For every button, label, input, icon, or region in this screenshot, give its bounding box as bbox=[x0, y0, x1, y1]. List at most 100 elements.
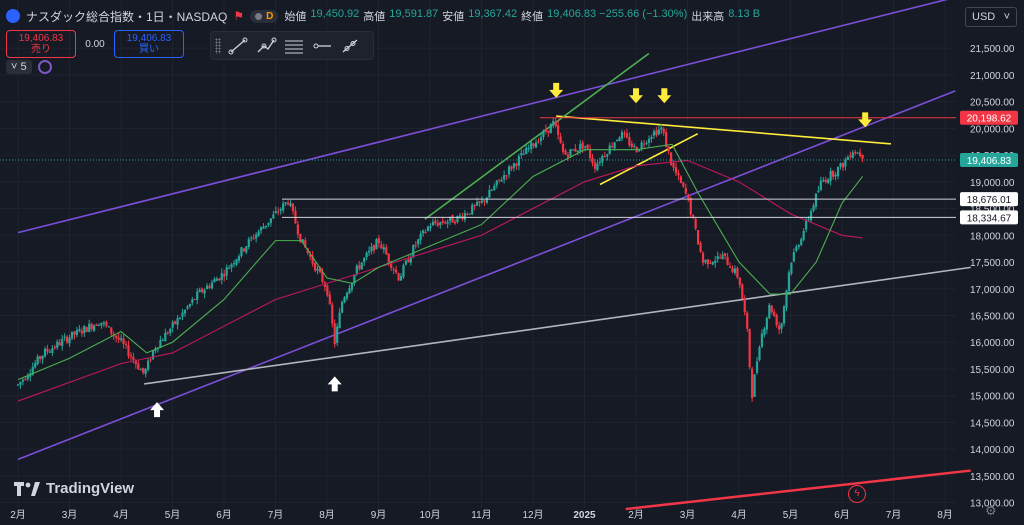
candle-body bbox=[500, 180, 503, 182]
y-tick-label: 20,000.00 bbox=[970, 124, 1015, 135]
candle-body bbox=[527, 148, 530, 150]
candle-body bbox=[382, 247, 385, 250]
candle-body bbox=[365, 252, 368, 258]
candle-body bbox=[417, 239, 420, 245]
gear-icon[interactable]: ⚙ bbox=[985, 503, 997, 518]
candle-body bbox=[802, 231, 805, 240]
y-tick-label: 19,000.00 bbox=[970, 178, 1015, 189]
candle-body bbox=[704, 259, 707, 263]
candle-body bbox=[755, 361, 759, 373]
candle-body bbox=[787, 272, 791, 291]
candle-body bbox=[785, 290, 788, 308]
candle-body bbox=[812, 205, 815, 211]
symbol-title[interactable]: ナスダック総合指数・1日・NASDAQ bbox=[26, 9, 228, 24]
candle-body bbox=[178, 318, 182, 320]
candle-body bbox=[706, 259, 710, 265]
candle-body bbox=[58, 342, 61, 346]
price-tag-label: 19,406.83 bbox=[967, 156, 1012, 167]
trendline-tool-icon[interactable] bbox=[227, 36, 249, 56]
candle-body bbox=[232, 263, 236, 265]
candle-body bbox=[237, 256, 241, 261]
candle-body bbox=[56, 341, 59, 348]
y-tick-label: 14,500.00 bbox=[970, 418, 1015, 429]
candle-body bbox=[53, 346, 56, 348]
candle-body bbox=[463, 213, 466, 220]
ray-tool-icon[interactable] bbox=[339, 36, 361, 56]
candle-body bbox=[311, 255, 314, 264]
lightning-icon[interactable]: ϟ bbox=[848, 485, 866, 503]
candle-body bbox=[176, 317, 179, 325]
candle-body bbox=[701, 252, 705, 263]
horizontal-ray-tool-icon[interactable] bbox=[311, 36, 333, 56]
candle-body bbox=[790, 262, 793, 274]
candle-body bbox=[240, 247, 243, 257]
candle-body bbox=[520, 153, 523, 156]
candle-body bbox=[289, 203, 292, 206]
buy-label: 買い bbox=[139, 44, 159, 55]
ohlc-label: 高値 bbox=[363, 11, 386, 23]
candle-body bbox=[380, 244, 383, 249]
candle-body bbox=[390, 261, 393, 268]
candle-body bbox=[61, 339, 64, 346]
candle-body bbox=[696, 230, 700, 245]
candle-body bbox=[490, 189, 493, 191]
candle-body bbox=[51, 348, 54, 353]
sell-button[interactable]: 19,406.83 売り bbox=[6, 30, 76, 58]
candle-body bbox=[370, 246, 373, 252]
candle-body bbox=[694, 219, 697, 229]
candle-body bbox=[841, 162, 845, 168]
candle-body bbox=[304, 240, 307, 248]
chevron-down-icon: ˅ bbox=[1003, 11, 1010, 23]
candle-body bbox=[100, 322, 103, 326]
candle-body bbox=[191, 299, 194, 303]
candle-body bbox=[70, 331, 74, 339]
candle-body bbox=[515, 163, 518, 166]
candle-body bbox=[809, 211, 813, 221]
path-tool-icon[interactable] bbox=[255, 36, 277, 56]
candle-body bbox=[139, 369, 142, 371]
candle-body bbox=[574, 148, 577, 152]
candle-body bbox=[586, 144, 589, 149]
candle-body bbox=[748, 328, 751, 368]
badge-letter: D bbox=[266, 10, 274, 22]
candle-body bbox=[26, 375, 29, 379]
candle-body bbox=[407, 259, 410, 263]
candle-body bbox=[753, 374, 756, 397]
tradingview-logo[interactable]: TradingView bbox=[14, 480, 134, 497]
price-tag-label: 18,676.01 bbox=[967, 195, 1012, 206]
candle-body bbox=[738, 277, 741, 286]
x-tick-label: 6月 bbox=[216, 509, 232, 521]
candle-body bbox=[588, 148, 592, 158]
candle-body bbox=[372, 244, 376, 251]
x-tick-label: 7月 bbox=[886, 509, 902, 521]
candle-body bbox=[662, 128, 665, 133]
chart-header: ナスダック総合指数・1日・NASDAQ ⚑ D 始値 19,450.92 高値 19,… bbox=[6, 6, 760, 26]
candle-body bbox=[456, 215, 459, 223]
candle-body bbox=[245, 246, 248, 253]
drag-handle-icon[interactable] bbox=[215, 37, 221, 54]
spread-value: 0.00 bbox=[85, 38, 105, 50]
fib-tool-icon[interactable] bbox=[283, 36, 305, 56]
candle-body bbox=[512, 163, 516, 168]
buy-button[interactable]: 19,406.83 買い bbox=[114, 30, 184, 58]
candle-body bbox=[43, 348, 47, 357]
indicator-toggle[interactable]: ˅ 5 bbox=[6, 60, 32, 74]
candle-body bbox=[716, 256, 719, 260]
candle-body bbox=[763, 328, 766, 336]
price-tag-bg bbox=[960, 192, 1018, 207]
candle-body bbox=[336, 326, 339, 343]
flag-icon[interactable]: ⚑ bbox=[233, 9, 245, 23]
candle-body bbox=[331, 304, 334, 324]
candle-body bbox=[760, 333, 764, 347]
candle-body bbox=[669, 152, 673, 165]
currency-selector[interactable]: USD ˅ bbox=[965, 7, 1017, 27]
candle-body bbox=[318, 267, 322, 273]
indicator-source-icon[interactable] bbox=[37, 60, 52, 74]
market-status-badge[interactable]: D bbox=[250, 9, 279, 23]
candle-body bbox=[679, 176, 683, 183]
drawing-toolbar bbox=[210, 31, 374, 60]
candle-body bbox=[235, 259, 238, 265]
candle-body bbox=[773, 311, 776, 316]
candle-body bbox=[122, 338, 125, 345]
